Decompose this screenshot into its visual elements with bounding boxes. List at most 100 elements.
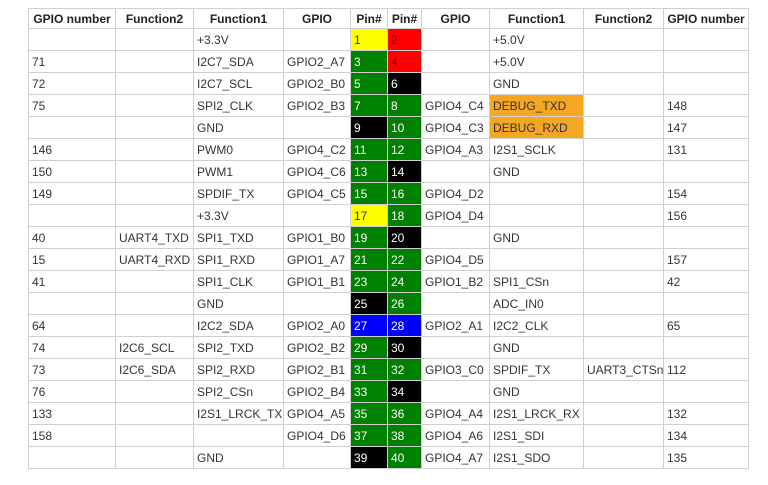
table-cell [115,292,194,315]
table-row: 15 UART4_RXD SPI1_RXD GPIO1_A7 21 22 GPIO4_D5 1… [28,248,749,271]
pin-cell: 20 [387,226,422,249]
table-cell: 132 [663,402,749,425]
table-cell: GPIO4_A6 [421,424,490,447]
table-cell [583,94,664,117]
table-cell: 158 [28,424,116,447]
table-cell [283,204,351,227]
pin-cell: 22 [387,248,422,271]
pin-cell: 36 [387,402,422,425]
table-cell [115,402,194,425]
table-cell [115,270,194,293]
table-cell: GPIO4_C2 [283,138,351,161]
table-row: 72 I2C7_SCL GPIO2_B0 5 6 GND [28,72,749,95]
table-cell: GPIO4_A7 [421,446,490,469]
table-cell: SPDIF_TX [489,358,584,381]
table-cell: SPI2_TXD [193,336,284,359]
table-cell [115,28,194,51]
table-cell: SPI1_CLK [193,270,284,293]
table-cell: UART4_RXD [115,248,194,271]
header-cell: GPIO [421,8,490,29]
pin-cell: 19 [350,226,388,249]
table-cell [115,204,194,227]
table-cell: SPI2_RXD [193,358,284,381]
table-cell: I2C2_CLK [489,314,584,337]
table-cell: GND [489,336,584,359]
table-cell: GPIO4_D6 [283,424,351,447]
table-cell [583,116,664,139]
header-cell: Function2 [115,8,194,29]
table-cell: GPIO2_B1 [283,358,351,381]
table-cell [421,226,490,249]
table-row: 146 PWM0 GPIO4_C2 11 12 GPIO4_A3 I2S1_SCLK 131 [28,138,749,161]
table-cell [583,380,664,403]
table-cell [115,94,194,117]
table-cell: GPIO1_B2 [421,270,490,293]
pin-cell: 16 [387,182,422,205]
table-cell [283,116,351,139]
header-cell: Function1 [193,8,284,29]
table-row: +3.3V 17 18 GPIO4_D4 156 [28,204,749,227]
header-cell: Pin# [350,8,388,29]
table-cell: 135 [663,446,749,469]
table-cell: 156 [663,204,749,227]
table-cell [421,292,490,315]
table-cell [583,446,664,469]
table-cell [283,446,351,469]
table-cell: SPDIF_TX [193,182,284,205]
table-cell [115,138,194,161]
table-cell: 157 [663,248,749,271]
table-cell [421,72,490,95]
pin-cell: 1 [350,28,388,51]
pin-cell: 39 [350,446,388,469]
pin-cell: 24 [387,270,422,293]
table-cell: GPIO4_C4 [421,94,490,117]
table-cell: SPI1_RXD [193,248,284,271]
table-cell: 65 [663,314,749,337]
table-cell [663,292,749,315]
table-cell: GPIO1_B0 [283,226,351,249]
table-cell [583,402,664,425]
table-cell [421,160,490,183]
table-cell: GPIO4_A5 [283,402,351,425]
table-cell: 42 [663,270,749,293]
pin-cell: 14 [387,160,422,183]
table-cell: DEBUG_RXD [489,116,584,139]
pin-table: GPIO number Function2 Function1 GPIO Pin# Pin… [28,8,749,469]
table-row: GND 39 40 GPIO4_A7 I2S1_SDO 135 [28,446,749,469]
table-cell [583,28,664,51]
table-cell: I2S1_LRCK_RX [489,402,584,425]
table-cell: 148 [663,94,749,117]
table-cell: 40 [28,226,116,249]
header-cell: GPIO number [663,8,749,29]
table-cell: GPIO2_B0 [283,72,351,95]
table-cell [583,72,664,95]
table-cell [421,50,490,73]
table-cell: GPIO4_C3 [421,116,490,139]
table-cell: 72 [28,72,116,95]
table-cell [663,50,749,73]
table-row: 40 UART4_TXD SPI1_TXD GPIO1_B0 19 20 GND [28,226,749,249]
table-cell [583,248,664,271]
table-cell [421,380,490,403]
table-cell [115,50,194,73]
pin-cell: 12 [387,138,422,161]
pin-cell: 21 [350,248,388,271]
table-cell: I2S1_SCLK [489,138,584,161]
table-cell [28,446,116,469]
table-cell [115,116,194,139]
table-cell [583,226,664,249]
header-cell: GPIO number [28,8,116,29]
table-cell: 64 [28,314,116,337]
table-cell: 134 [663,424,749,447]
table-cell: 150 [28,160,116,183]
table-cell: GPIO4_C6 [283,160,351,183]
table-row: 75 SPI2_CLK GPIO2_B3 7 8 GPIO4_C4 DEBUG_TXD 148 [28,94,749,117]
table-cell: GND [489,160,584,183]
table-row: 133 I2S1_LRCK_TX GPIO4_A5 35 36 GPIO4_A4 I2S1_… [28,402,749,425]
pin-cell: 3 [350,50,388,73]
pin-cell: 7 [350,94,388,117]
table-cell [583,204,664,227]
table-cell [583,336,664,359]
table-row: 149 SPDIF_TX GPIO4_C5 15 16 GPIO4_D2 154 [28,182,749,205]
table-row: 150 PWM1 GPIO4_C6 13 14 GND [28,160,749,183]
